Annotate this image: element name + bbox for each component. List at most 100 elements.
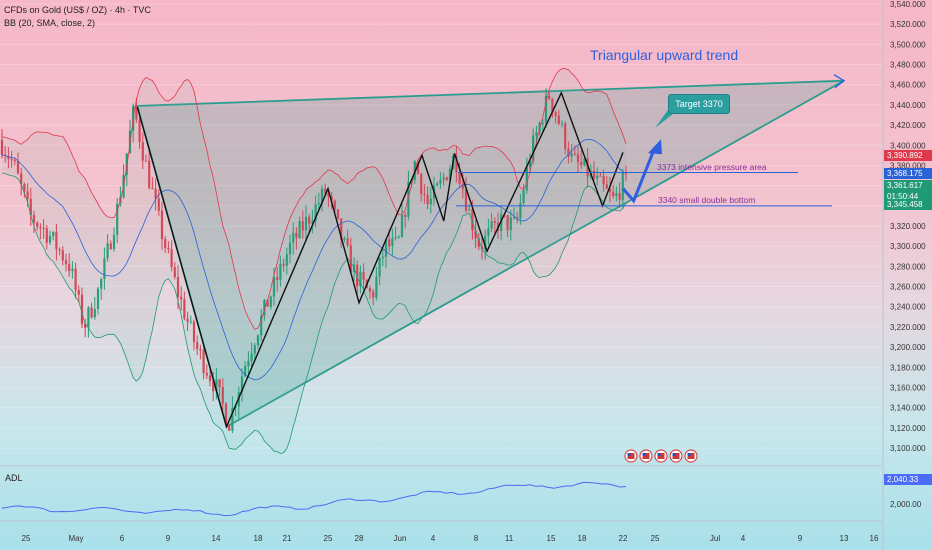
- candle-body: [535, 132, 538, 136]
- bb-lower-line: [1, 172, 627, 455]
- time-tick-label: 16: [870, 534, 879, 543]
- pressure-annotation: 3373 intensive pressure area: [657, 162, 767, 172]
- price-tick-label: 3,220.000: [890, 323, 926, 332]
- candle-body: [615, 193, 618, 196]
- price-tick-label: 3,200.000: [890, 343, 926, 352]
- candle-body: [215, 379, 218, 392]
- candle-body: [407, 182, 410, 217]
- indicator-label[interactable]: BB (20, SMA, close, 2): [4, 18, 96, 28]
- candle-body: [583, 158, 586, 166]
- candle-body: [279, 263, 282, 280]
- bb-upper-line: [1, 68, 627, 330]
- target-callout: Target 3370: [668, 94, 730, 114]
- candle-body: [135, 105, 138, 120]
- price-tick-label: 3,540.000: [890, 0, 926, 9]
- candle-body: [570, 153, 573, 157]
- candle-body: [522, 190, 525, 203]
- candle-body: [372, 291, 375, 298]
- candle-body: [461, 184, 464, 190]
- candle-body: [429, 198, 432, 205]
- candle-body: [23, 184, 26, 192]
- candle-body: [544, 96, 548, 124]
- bb-basis-line: [1, 138, 627, 381]
- candle-body: [212, 381, 215, 392]
- time-tick-label: 25: [324, 534, 333, 543]
- event-flag-icon: [672, 453, 676, 456]
- price-tick-label: 3,460.000: [890, 81, 926, 90]
- candle-body: [112, 234, 116, 249]
- candle-body: [224, 403, 228, 425]
- candle-body: [61, 250, 64, 261]
- candle-body: [378, 258, 381, 277]
- countdown-tag: 01:50:44: [884, 191, 932, 202]
- candle-body: [141, 142, 144, 161]
- time-tick-label: Jul: [710, 534, 720, 543]
- candle-body: [13, 160, 16, 162]
- candle-body: [416, 161, 420, 174]
- candle-body: [138, 119, 141, 143]
- candle-body: [285, 254, 288, 266]
- candle-body: [103, 258, 106, 280]
- adl-axis-tick: 2,000.00: [890, 500, 922, 509]
- adl-line: [1, 481, 627, 517]
- candle-body: [356, 264, 359, 287]
- time-tick-label: 28: [355, 534, 364, 543]
- candle-body: [144, 160, 148, 162]
- candle-body: [308, 216, 311, 224]
- candle-body: [618, 193, 621, 201]
- price-tick-label: 3,380.000: [890, 161, 926, 170]
- candle-body: [388, 239, 391, 247]
- candle-body: [349, 245, 352, 272]
- candle-body: [490, 221, 493, 229]
- candle-body: [528, 160, 532, 167]
- price-tick-label: 3,300.000: [890, 242, 926, 251]
- candle-body: [311, 220, 314, 224]
- candle-body: [519, 202, 522, 219]
- candle-body: [266, 299, 269, 307]
- candle-body: [477, 238, 480, 247]
- candle-body: [36, 222, 39, 227]
- candle-body: [468, 209, 471, 211]
- candle-body: [7, 156, 10, 160]
- candle-body: [509, 217, 512, 231]
- candle-body: [381, 256, 384, 259]
- candle-body: [295, 232, 298, 238]
- price-tick-label: 3,260.000: [890, 283, 926, 292]
- candle-body: [541, 123, 544, 125]
- candle-body: [164, 239, 167, 248]
- candle-body: [205, 372, 208, 376]
- candle-body: [96, 288, 100, 310]
- candle-body: [368, 287, 372, 292]
- price-tick-label: 3,160.000: [890, 383, 926, 392]
- candles-group: [0, 88, 628, 434]
- candle-body: [586, 158, 589, 177]
- candle-body: [253, 345, 256, 354]
- price-tick-label: 3,480.000: [890, 61, 926, 70]
- candle-body: [90, 307, 93, 318]
- candle-body: [250, 353, 253, 361]
- candle-body: [506, 215, 509, 231]
- candle-body: [74, 268, 77, 291]
- candle-body: [592, 170, 596, 179]
- price-tick-label: 3,140.000: [890, 404, 926, 413]
- candle-body: [100, 279, 103, 289]
- candle-body: [474, 230, 477, 239]
- candle-body: [16, 160, 20, 174]
- candle-body: [324, 188, 327, 194]
- candle-body: [247, 360, 250, 367]
- double-bottom-annotation: 3340 small double bottom: [658, 195, 756, 205]
- time-tick-label: 9: [166, 534, 171, 543]
- candle-body: [464, 189, 468, 211]
- time-tick-label: 18: [578, 534, 587, 543]
- candle-body: [292, 232, 295, 243]
- candle-body: [436, 183, 439, 186]
- candle-body: [221, 387, 224, 404]
- candle-body: [612, 191, 615, 196]
- time-tick-label: 14: [212, 534, 221, 543]
- candle-body: [471, 209, 474, 231]
- candle-body: [426, 194, 429, 205]
- time-tick-label: 15: [547, 534, 556, 543]
- candle-body: [42, 227, 45, 229]
- candle-body: [0, 140, 4, 155]
